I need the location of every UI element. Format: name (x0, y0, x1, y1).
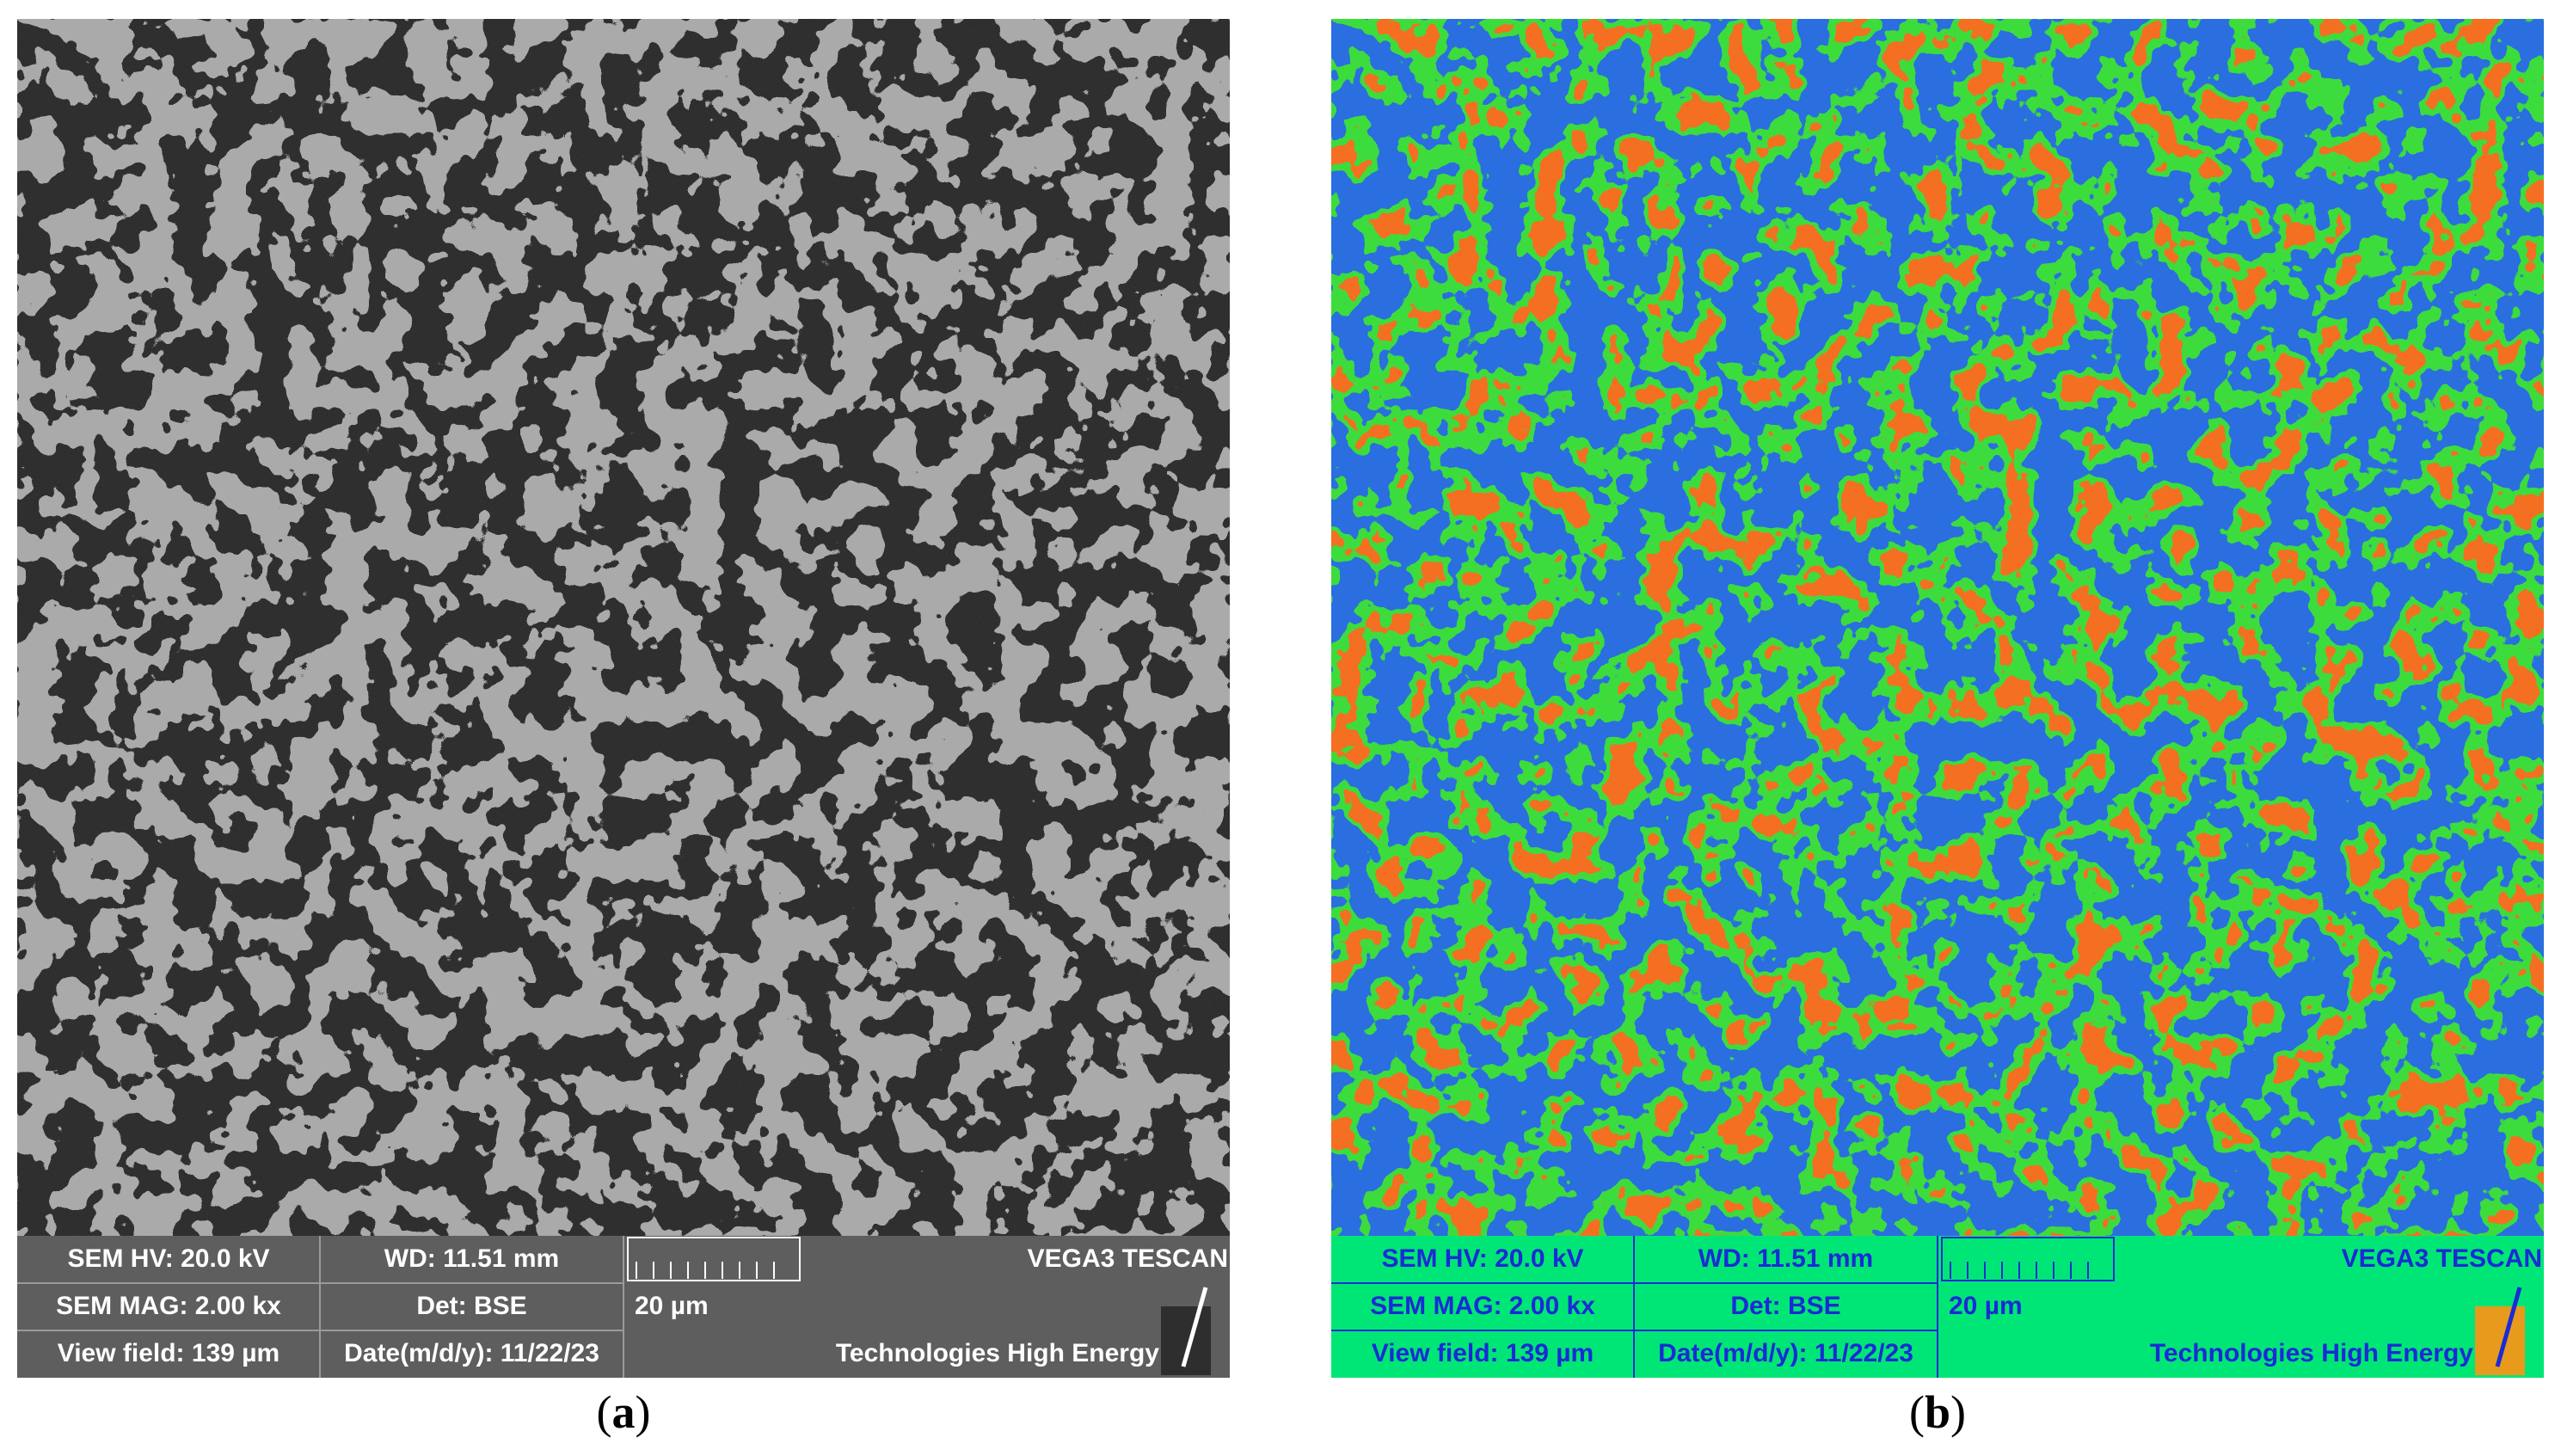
detector-label: Det: BSE (416, 1292, 527, 1320)
scale-bar-label: 20 µm (635, 1292, 709, 1320)
scale-bar (1941, 1237, 2115, 1281)
view-field-label: View field: 139 µm (1371, 1339, 1594, 1367)
detector-label: Det: BSE (1730, 1292, 1841, 1320)
sem-hv-label: SEM HV: 20.0 kV (1381, 1244, 1584, 1273)
caption-a: (a) (596, 1386, 651, 1438)
brand-label: VEGA3 TESCAN (2341, 1244, 2542, 1273)
brand-label: VEGA3 TESCAN (1027, 1244, 1228, 1273)
scale-bar-label: 20 µm (1949, 1292, 2023, 1320)
panel-a: SEM HV: 20.0 kV WD: 11.51 mm VEGA3 TESCA… (17, 19, 1230, 1378)
wd-label: WD: 11.51 mm (1698, 1244, 1874, 1273)
sem-mag-label: SEM MAG: 2.00 kx (1370, 1292, 1595, 1320)
caption-letter-b: b (1924, 1386, 1951, 1438)
date-label: Date(m/d/y): 11/22/23 (1658, 1339, 1913, 1367)
view-field-label: View field: 139 µm (57, 1339, 280, 1367)
sem-mag-label: SEM MAG: 2.00 kx (56, 1292, 281, 1320)
tescan-logo-icon (1161, 1287, 1211, 1375)
wd-label: WD: 11.51 mm (384, 1244, 560, 1273)
tescan-logo-icon (2475, 1287, 2525, 1375)
caption-letter-a: a (611, 1386, 636, 1438)
data-bar-background (1331, 1236, 2544, 1378)
scale-bar (627, 1237, 801, 1281)
sem-data-bar: SEM HV: 20.0 kV WD: 11.51 mm VEGA3 TESCA… (17, 1236, 1230, 1378)
sem-micrograph-false-color (1331, 19, 2544, 1236)
sem-data-bar: SEM HV: 20.0 kV WD: 11.51 mm VEGA3 TESCA… (1331, 1236, 2544, 1378)
sem-micrograph-grayscale (17, 19, 1230, 1236)
caption-b: (b) (1908, 1386, 1966, 1438)
panel-b: SEM HV: 20.0 kV WD: 11.51 mm VEGA3 TESCA… (1331, 19, 2544, 1378)
organization-label: Technologies High Energy (2149, 1339, 2473, 1367)
data-bar-background (17, 1236, 1230, 1378)
date-label: Date(m/d/y): 11/22/23 (344, 1339, 599, 1367)
organization-label: Technologies High Energy (835, 1339, 1159, 1367)
sem-hv-label: SEM HV: 20.0 kV (67, 1244, 270, 1273)
